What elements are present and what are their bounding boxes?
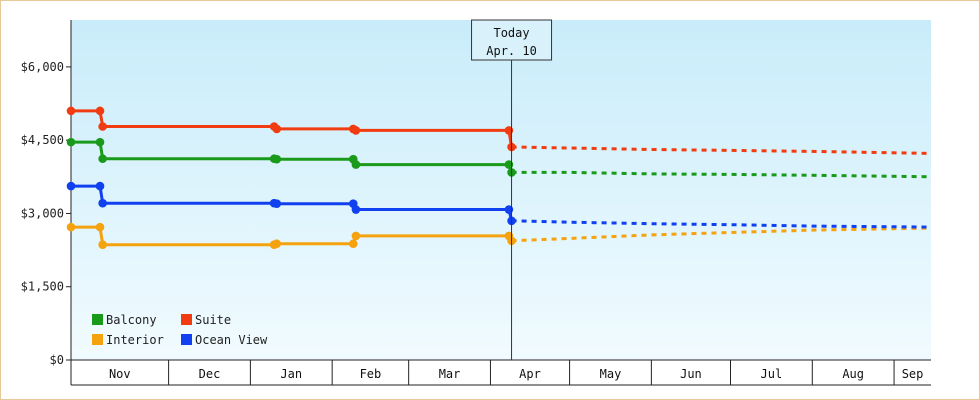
legend-label-interior: Interior	[106, 333, 164, 347]
y-tick-label: $6,000	[21, 60, 64, 74]
data-point-balcony	[95, 137, 105, 147]
y-tick-label: $1,500	[21, 280, 64, 294]
data-point-balcony	[272, 154, 282, 164]
data-point-interior	[272, 239, 282, 249]
data-point-suite	[98, 122, 107, 131]
today-label: Today	[493, 26, 529, 40]
legend-label-ocean-view: Ocean View	[195, 333, 268, 347]
legend-label-suite: Suite	[195, 313, 231, 327]
data-point-balcony	[351, 160, 361, 169]
y-tick-label: $0	[50, 353, 64, 367]
legend: Balcony Suite Interior Ocean View	[92, 313, 268, 347]
month-label-nov: Nov	[109, 367, 131, 381]
month-label-apr: Apr	[519, 367, 541, 381]
month-label-aug: Aug	[842, 367, 864, 381]
y-tick-label: $3,000	[21, 206, 64, 220]
data-point-ocean-view	[351, 205, 361, 214]
data-point-balcony	[66, 137, 76, 147]
month-label-jun: Jun	[680, 367, 702, 381]
legend-swatch-ocean-view	[181, 334, 192, 345]
series-suite	[66, 106, 932, 155]
data-point-balcony	[98, 154, 107, 164]
data-point-interior	[66, 222, 76, 232]
month-label-mar: Mar	[439, 367, 461, 381]
legend-label-balcony: Balcony	[106, 313, 157, 327]
plot-background	[71, 20, 931, 360]
data-point-suite	[272, 124, 282, 134]
x-axis: Nov Dec Jan Feb Mar Apr May Jun Jul Aug Sep	[70, 359, 931, 386]
data-point-ocean-view	[95, 181, 105, 191]
month-label-sep: Sep	[902, 367, 924, 381]
legend-swatch-suite	[181, 314, 192, 325]
data-point-interior	[351, 231, 361, 241]
today-box	[471, 19, 553, 61]
series-forecast-ocean-view	[511, 219, 932, 229]
month-label-dec: Dec	[199, 367, 221, 381]
series-layer	[66, 106, 932, 250]
series-forecast-interior	[511, 226, 932, 243]
legend-swatch-interior	[92, 334, 103, 345]
today-marker: Today Apr. 10	[471, 19, 553, 360]
data-point-interior	[348, 239, 358, 249]
data-point-ocean-view	[272, 199, 282, 208]
series-forecast-suite	[511, 145, 932, 155]
data-point-interior	[98, 240, 107, 250]
y-axis: $0 $1,500 $3,000 $4,500 $6,000	[21, 20, 72, 367]
series-forecast-balcony	[511, 170, 932, 179]
month-label-jan: Jan	[280, 367, 302, 381]
series-ocean-view	[66, 181, 932, 229]
data-point-suite	[351, 126, 361, 135]
data-point-suite	[95, 106, 105, 116]
data-point-interior	[95, 222, 105, 232]
month-label-may: May	[600, 367, 622, 381]
legend-swatch-balcony	[92, 314, 103, 325]
series-interior	[66, 222, 932, 250]
y-tick-label: $4,500	[21, 133, 64, 147]
month-label-feb: Feb	[360, 367, 382, 381]
data-point-ocean-view	[98, 198, 107, 208]
today-date: Apr. 10	[486, 44, 537, 58]
data-point-ocean-view	[66, 181, 76, 191]
month-label-jul: Jul	[761, 367, 783, 381]
data-point-suite	[66, 106, 76, 116]
